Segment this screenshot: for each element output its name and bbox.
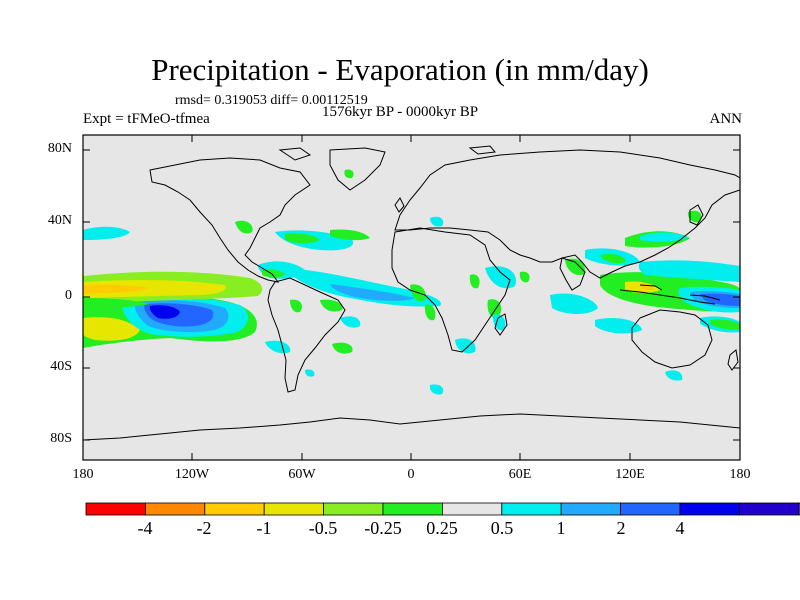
coast-north-america <box>149 157 311 283</box>
lat-tick-label: 80S <box>50 431 72 446</box>
contour-green-india <box>565 258 585 276</box>
colorbar-swatch <box>441 502 503 516</box>
colorbar <box>85 502 800 516</box>
colorbar-swatch <box>798 502 800 516</box>
lon-tick-label: 60E <box>508 467 532 482</box>
lon-tick-label: 180 <box>72 467 94 482</box>
lon-tick-label: 0 <box>407 467 415 482</box>
contour-green-south-atlantic <box>332 342 353 354</box>
contour-cyan-north-asia <box>430 216 444 227</box>
coast-madagascar <box>494 313 508 336</box>
contour-yellow-equator-pacific <box>83 280 226 298</box>
stats-line: rmsd= 0.319053 diff= 0.00112519 <box>175 93 368 108</box>
coast-australia <box>631 309 713 369</box>
lon-tick-label: 120W <box>174 467 210 482</box>
contour-cyan-south-atlantic-1 <box>340 316 361 328</box>
colorbar-swatch <box>263 502 325 516</box>
map-title: Precipitation - Evaporation (in mm/day) <box>151 52 649 87</box>
contour-green-gulf <box>235 220 253 234</box>
contour-green-sahel <box>469 274 480 289</box>
coast-uk <box>394 197 405 213</box>
contour-green-central-africa <box>424 304 436 321</box>
contour-cyan-australia-south <box>665 370 683 381</box>
colorbar-label: -0.5 <box>308 518 338 538</box>
lat-tick-label: 80N <box>47 141 72 156</box>
colorbar-label: -1 <box>256 518 272 538</box>
precip-contours <box>83 169 740 395</box>
colorbar-swatch <box>323 502 384 516</box>
colorbar-label: 0.5 <box>490 518 514 538</box>
coast-eurasia <box>394 149 740 279</box>
contour-green-arabia <box>519 271 530 283</box>
contour-lightblue-atlantic-band <box>330 284 415 301</box>
colorbar-swatch <box>382 502 443 516</box>
colorbar-label: -0.25 <box>364 518 402 538</box>
colorbar-label: -4 <box>137 518 153 538</box>
coast-greenland <box>329 147 386 191</box>
lat-tick-label: 40S <box>50 359 72 374</box>
contour-cyan-west-pacific <box>638 260 740 282</box>
lat-tick-label: 0 <box>65 288 72 303</box>
coast-india <box>559 257 586 291</box>
contour-cyan-polar <box>429 384 444 395</box>
season-label: ANN <box>709 111 743 127</box>
contour-yellow-south-pacific <box>83 317 140 341</box>
contour-green-amazon <box>290 299 302 313</box>
contour-green-coral-sea <box>710 319 740 330</box>
contour-cyan-indian-ocean <box>550 293 598 314</box>
colorbar-label: 0.25 <box>426 518 458 538</box>
coast-south-america <box>267 277 346 393</box>
coast-arctic-islands <box>278 145 496 161</box>
coast-new-zealand <box>727 349 739 371</box>
colorbar-label: 4 <box>675 518 685 538</box>
contour-green-central-asia <box>600 253 626 264</box>
coast-antarctica <box>83 413 740 441</box>
contour-green-west-pacific <box>83 298 150 308</box>
lon-tick-label: 60W <box>288 467 316 482</box>
coast-japan <box>689 204 704 226</box>
colorbar-label: 2 <box>616 518 626 538</box>
lat-tick-label: 40N <box>47 213 72 228</box>
period-line: 1576kyr BP - 0000kyr BP <box>322 104 479 120</box>
colorbar-swatch <box>739 502 800 516</box>
contour-green-atlantic-itcz <box>330 229 370 241</box>
colorbar-swatch <box>85 502 146 516</box>
colorbar-swatch <box>620 502 681 516</box>
coastlines <box>83 145 740 441</box>
contour-cyan-north-pacific <box>83 226 130 240</box>
contour-green-brazil <box>320 299 343 312</box>
lon-tick-label: 120E <box>615 467 645 482</box>
contour-navy-south-pacific <box>149 305 180 319</box>
coast-africa <box>391 227 511 353</box>
axis-ticks <box>82 135 741 460</box>
colorbar-swatch <box>501 502 562 516</box>
contour-green-japan <box>687 210 702 223</box>
contour-green-east-africa <box>487 299 502 319</box>
colorbar-swatch <box>560 502 622 516</box>
coast-indonesia <box>619 284 721 305</box>
contour-cyan-south-africa <box>455 338 476 354</box>
colorbar-swatch <box>144 502 206 516</box>
contour-cyan-south-pacific-east <box>265 340 291 354</box>
contour-green-north-atlantic <box>285 233 320 244</box>
colorbar-label: -2 <box>196 518 212 538</box>
contour-green-arctic <box>344 169 354 179</box>
contour-cyan-south-atlantic-2 <box>305 369 315 377</box>
contour-cyan-east-asia <box>640 232 688 242</box>
contour-cyan-south-indian <box>595 318 642 334</box>
experiment-label: Expt = tFMeO-tfmea <box>83 111 210 127</box>
lon-tick-label: 180 <box>729 467 751 482</box>
colorbar-label: 1 <box>556 518 566 538</box>
colorbar-swatch <box>204 502 265 516</box>
contour-cyan-east-africa <box>485 266 516 289</box>
contour-orange-equator-pacific <box>83 284 150 294</box>
colorbar-swatch <box>679 502 740 516</box>
